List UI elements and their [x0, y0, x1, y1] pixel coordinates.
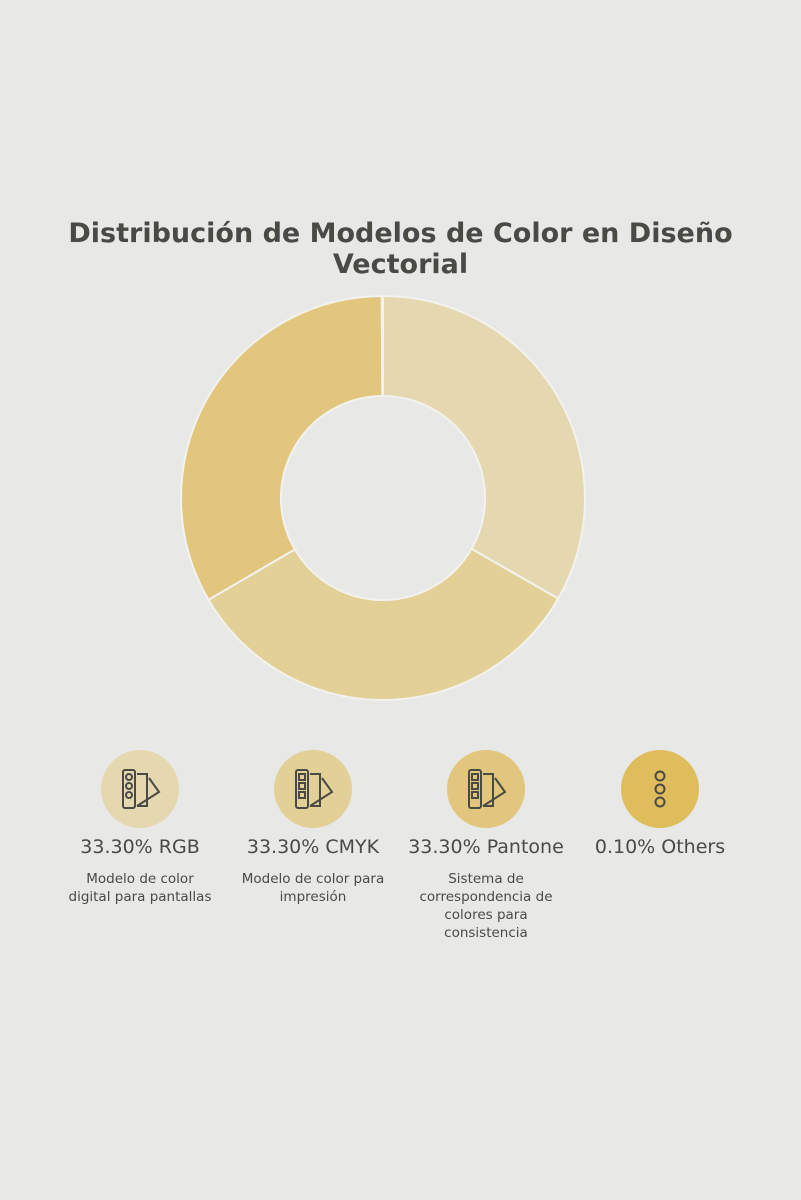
legend-icon [101, 750, 179, 828]
legend-description: Modelo de color para impresión [241, 871, 385, 905]
legend-label: 33.30% RGB [55, 836, 225, 858]
legend-description: Modelo de color digital para pantallas [68, 871, 212, 905]
category-label: CMYK [325, 836, 380, 858]
category-label: Pantone [486, 836, 564, 858]
donut-slice [180, 294, 384, 602]
icon-part [471, 782, 479, 790]
icon [122, 769, 161, 809]
chart-title: Distribución de Modelos de Color en Dise… [68, 218, 733, 280]
icon-part [122, 769, 136, 809]
icon-part [654, 796, 666, 808]
donut-slice [380, 294, 384, 398]
legend-label: 33.30% CMYK [228, 836, 398, 858]
icon-part [654, 770, 666, 782]
legend-item: 33.30% CMYK Modelo de color para impresió… [228, 750, 398, 906]
icon-part [137, 773, 148, 807]
legend-item: 0.10% Others [575, 750, 745, 858]
icon-part [125, 773, 133, 781]
icon-part [295, 769, 309, 809]
icon-part [482, 777, 507, 807]
icon-part [125, 782, 133, 790]
icon [468, 769, 507, 809]
legend-icon [621, 750, 699, 828]
icon-part [654, 783, 666, 795]
icon [654, 770, 666, 808]
legend-item: 33.30% Pantone Sistema de correspondencia… [401, 750, 571, 942]
legend-description: Sistema de correspondencia de colores pa… [419, 871, 553, 941]
category-label: Others [661, 836, 726, 858]
value-label: 33.30% [80, 836, 153, 858]
legend-label: 33.30% Pantone [401, 836, 571, 858]
legend-item: 33.30% RGB Modelo de color digital para p… [55, 750, 225, 906]
icon-part [136, 777, 161, 807]
icon-part [298, 791, 306, 799]
icon-part [298, 782, 306, 790]
value-label: 33.30% [408, 836, 481, 858]
icon-part [471, 791, 479, 799]
icon [295, 769, 334, 809]
legend-icon [447, 750, 525, 828]
value-label: 0.10% [594, 836, 656, 858]
icon-part [483, 773, 494, 807]
donut-slice [382, 294, 586, 600]
icon-part [468, 769, 482, 809]
donut-slice [207, 547, 560, 701]
icon-part [310, 773, 321, 807]
legend-icon [274, 750, 352, 828]
icon-part [309, 777, 334, 807]
icon-part [298, 773, 306, 781]
icon-part [471, 773, 479, 781]
icon-part [125, 791, 133, 799]
legend-label: 0.10% Others [575, 836, 745, 858]
value-label: 33.30% [246, 836, 320, 858]
category-label: RGB [158, 836, 200, 858]
